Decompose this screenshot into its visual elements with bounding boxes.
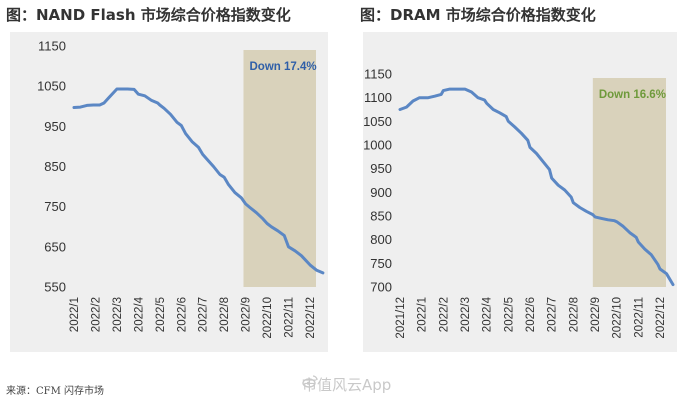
dram-y-tick-5: 900: [370, 185, 392, 200]
nand-y-tick-6: 550: [44, 280, 66, 295]
nand-x-tick-7: 2022/8: [219, 297, 231, 332]
nand-x-tick-2: 2022/3: [112, 297, 124, 332]
dram-series-line-0: [398, 87, 675, 287]
nand-y-tick-0: 1150: [38, 39, 66, 54]
nand-x-tick-11: 2022/12: [305, 297, 317, 339]
dram-x-tick-4: 2022/4: [482, 296, 494, 332]
dram-y-tick-2: 1050: [363, 114, 392, 129]
dram-x-tick-8: 2022/8: [568, 297, 580, 332]
source-note: 来源：CFM 闪存市场: [6, 386, 105, 397]
nand-x-tick-1: 2022/2: [90, 297, 102, 332]
dram-x-tick-3: 2022/3: [460, 297, 472, 332]
nand-annotation: Down 17.4%: [249, 61, 316, 73]
dram-y-tick-3: 1000: [363, 138, 392, 153]
nand-x-tick-8: 2022/9: [241, 297, 253, 332]
dram-y-tick-9: 700: [370, 280, 392, 295]
nand-y-tick-5: 650: [44, 239, 66, 254]
watermark-text: 市值风云App: [302, 376, 392, 394]
nand-x-tick-10: 2022/11: [284, 297, 296, 338]
dram-chart-svg: Down 16.6% 1150 1100 1050 1000 950 900 850 800 75…: [363, 67, 675, 339]
dram-x-tick-12: 2022/12: [655, 297, 667, 339]
dram-x-tick-11: 2022/11: [633, 297, 645, 338]
nand-x-tick-6: 2022/7: [198, 297, 210, 332]
nand-highlight-band: [243, 50, 316, 287]
dram-y-tick-0: 1150: [364, 67, 392, 82]
dram-x-tick-0: 2021/12: [395, 297, 407, 339]
dram-x-tick-7: 2022/7: [547, 297, 559, 332]
right-chart-title: 图：DRAM 市场综合价格指数变化: [360, 6, 596, 24]
dram-x-tick-10: 2022/10: [612, 297, 624, 339]
dram-y-tick-8: 750: [370, 256, 392, 271]
weibo-icon: [302, 375, 318, 388]
dram-x-tick-6: 2022/6: [525, 297, 537, 332]
nand-y-tick-3: 850: [44, 159, 66, 174]
dram-x-tick-2: 2022/2: [438, 297, 450, 332]
dram-x-tick-5: 2022/5: [503, 297, 515, 332]
dram-annotation: Down 16.6%: [599, 89, 666, 101]
nand-y-tick-4: 750: [44, 199, 66, 214]
dram-highlight-band: [592, 78, 666, 287]
nand-y-tick-1: 1050: [37, 79, 66, 94]
dram-chart-panel: Down 16.6% 1150 1100 1050 1000 950 900 850 800 75…: [363, 32, 677, 352]
dram-y-tick-4: 950: [370, 161, 392, 176]
nand-x-tick-3: 2022/4: [133, 296, 145, 332]
watermark: 市值风云App: [302, 374, 391, 395]
dram-y-tick-6: 850: [370, 209, 392, 224]
nand-x-tick-4: 2022/5: [155, 297, 167, 332]
dram-y-tick-1: 1100: [364, 90, 392, 105]
nand-y-tick-2: 950: [44, 119, 66, 134]
dram-x-tick-1: 2022/1: [417, 297, 429, 332]
nand-x-tick-9: 2022/10: [262, 297, 274, 339]
nand-x-tick-5: 2022/6: [176, 297, 188, 332]
nand-series-line-0: [72, 87, 325, 275]
dram-y-tick-7: 800: [370, 232, 392, 247]
left-chart-title: 图：NAND Flash 市场综合价格指数变化: [6, 6, 291, 24]
nand-chart-panel: Down 17.4% 1150 1050 950 850 750 650 550 2022/1 2…: [10, 32, 328, 352]
nand-x-tick-0: 2022/1: [69, 297, 81, 332]
dram-x-tick-9: 2022/9: [590, 297, 602, 332]
